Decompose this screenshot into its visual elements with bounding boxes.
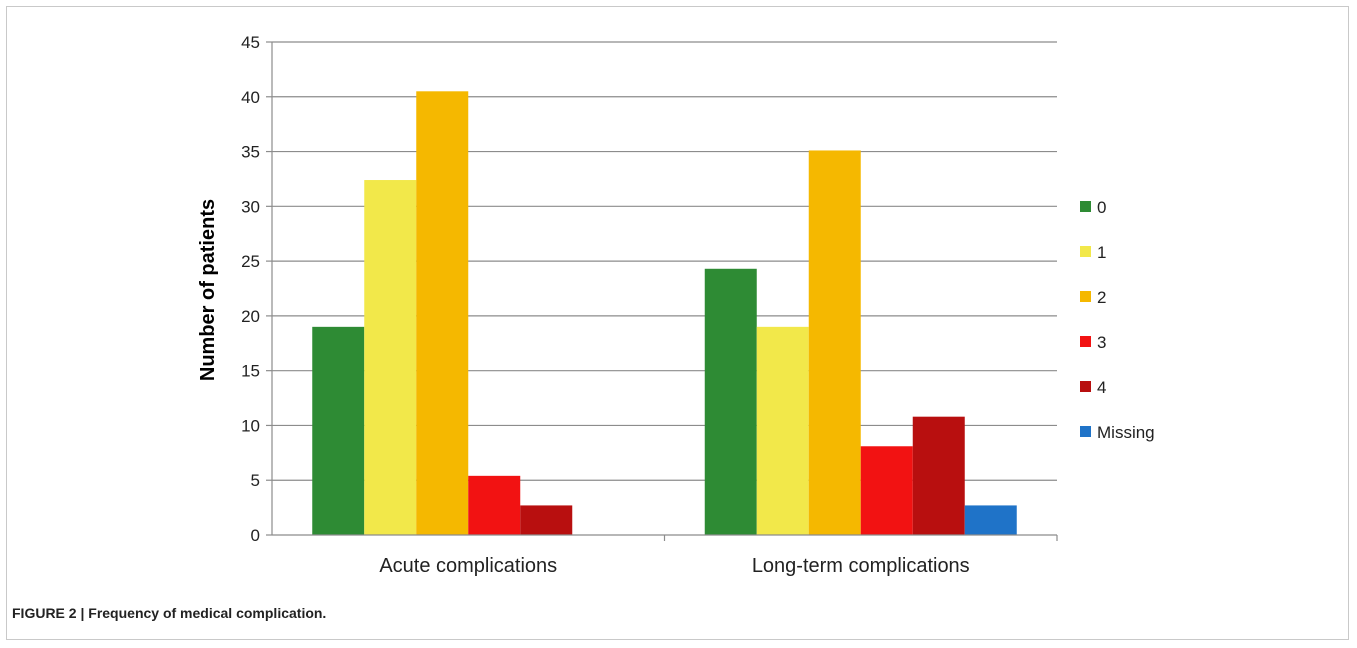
y-axis-label: Number of patients [197,199,219,381]
legend-swatch [1080,291,1091,302]
y-tick-label: 5 [251,471,260,490]
y-tick-label: 25 [241,252,260,271]
legend-swatch [1080,381,1091,392]
y-tick-label: 35 [241,143,260,162]
legend-label: 3 [1097,333,1106,352]
legend-label: Missing [1097,423,1155,442]
bar-long-term-complications-series-4 [912,416,965,535]
y-tick-label: 0 [251,526,260,545]
bar-long-term-complications-series-3 [860,446,913,535]
y-axis-ticks: 0 5 10 15 20 25 30 35 40 45 [241,33,272,545]
x-tick-label: Long-term complications [752,555,970,577]
bar-acute-complications-series-0 [312,326,365,535]
y-tick-label: 40 [241,88,260,107]
caption-label: FIGURE 2 | [12,605,85,621]
y-tick-label: 15 [241,362,260,381]
bar-acute-complications-series-4 [520,505,573,535]
bar-long-term-complications-series-missing [964,505,1017,535]
bars [312,91,1017,536]
bar-acute-complications-series-1 [364,180,417,536]
y-tick-label: 20 [241,307,260,326]
legend-swatch [1080,336,1091,347]
caption-text: Frequency of medical complication. [88,605,327,621]
legend-label: 1 [1097,243,1106,262]
x-tick-label: Acute complications [379,555,557,577]
legend-swatch [1080,201,1091,212]
legend-label: 4 [1097,378,1106,397]
figure-caption: FIGURE 2 | Frequency of medical complica… [12,605,326,621]
bar-acute-complications-series-3 [468,475,521,535]
bar-acute-complications-series-2 [416,91,469,536]
y-tick-label: 45 [241,33,260,52]
figure-frame [6,6,1349,640]
legend-swatch [1080,246,1091,257]
x-axis-ticks: Acute complications Long-term complicatio… [379,535,1058,577]
legend: 0 1 2 3 4 Missing [1080,198,1155,442]
y-tick-label: 30 [241,197,260,216]
bar-long-term-complications-series-1 [756,326,809,535]
legend-label: 0 [1097,198,1106,217]
bar-long-term-complications-series-2 [808,150,861,535]
bar-long-term-complications-series-0 [704,268,757,535]
y-tick-label: 10 [241,416,260,435]
legend-swatch [1080,426,1091,437]
legend-label: 2 [1097,288,1106,307]
